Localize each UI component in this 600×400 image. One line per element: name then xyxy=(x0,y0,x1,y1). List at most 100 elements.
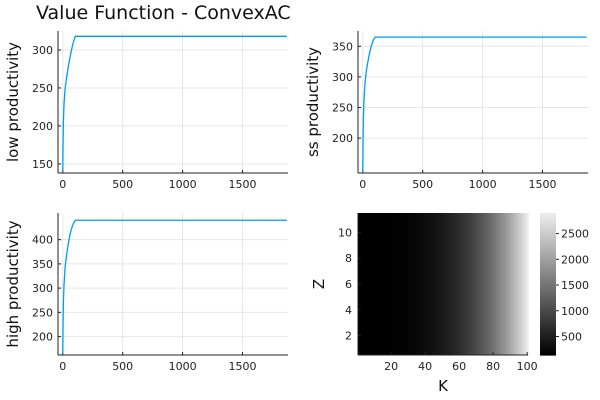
y-tick-label: 200 xyxy=(32,331,53,344)
heatmap-cell xyxy=(446,213,449,355)
heatmap-cell xyxy=(460,213,463,355)
colorbar-segment xyxy=(540,302,556,306)
y-tick-label: 200 xyxy=(332,132,353,145)
heatmap-cell xyxy=(395,213,398,355)
colorbar-segment xyxy=(540,281,556,285)
y-tick-label: 4 xyxy=(345,304,352,317)
colorbar-segment xyxy=(540,352,556,356)
y-tick-label: 350 xyxy=(32,258,53,271)
colorbar-segment xyxy=(540,324,556,328)
colorbar-segment xyxy=(540,300,556,304)
heatmap-cell xyxy=(386,213,390,355)
y-tick-label: 350 xyxy=(332,40,353,53)
heatmap-cell xyxy=(390,213,393,355)
heatmap-cell xyxy=(482,213,485,355)
heatmap-cell xyxy=(483,213,487,355)
y-axis-label: ss productivity xyxy=(304,47,322,157)
heatmap-cell xyxy=(378,213,381,355)
colorbar-segment xyxy=(540,246,556,250)
heatmap-cell xyxy=(409,213,412,355)
colorbar-segment xyxy=(540,279,556,283)
heatmap-cell xyxy=(516,213,519,355)
colorbar-segment xyxy=(540,319,556,323)
colorbar-segment xyxy=(540,333,556,337)
plots: 0 500 1000 1500 150 200 250 300 low productivity… xyxy=(4,31,589,395)
heatmap-cell xyxy=(376,213,379,355)
colorbar-segment xyxy=(540,340,556,344)
heatmap-cell xyxy=(434,213,437,355)
heatmap-cell xyxy=(383,213,386,355)
y-tick-label: 300 xyxy=(32,44,53,57)
colorbar-segment xyxy=(540,310,556,313)
heatmap-cell xyxy=(424,213,427,355)
heatmap-cell xyxy=(415,213,419,355)
colorbar-segment xyxy=(540,253,556,257)
heatmap-cell xyxy=(456,213,459,355)
heatmap-cell xyxy=(402,213,405,355)
x-tick-label: 1500 xyxy=(228,360,256,373)
heatmap-cell xyxy=(463,213,466,355)
series-line-1 xyxy=(62,219,287,354)
x-tick-label: 40 xyxy=(418,360,432,373)
colorbar-segment xyxy=(540,239,556,242)
y-tick-label: 250 xyxy=(32,306,53,319)
heatmap-cell xyxy=(427,213,430,355)
heatmap-cell xyxy=(407,213,410,355)
colorbar-segment xyxy=(540,288,556,292)
colorbar-segment xyxy=(540,227,556,231)
x-tick-label: 500 xyxy=(112,360,133,373)
heatmap-cell xyxy=(432,213,436,355)
x-tick-label: 1000 xyxy=(169,360,197,373)
heatmap-cell xyxy=(373,213,376,355)
colorbar-segment xyxy=(540,250,556,254)
heatmap-cell xyxy=(444,213,447,355)
series-line-1 xyxy=(362,36,587,172)
colorbar-segment xyxy=(540,350,556,354)
colorbar-segment xyxy=(540,236,556,240)
heatmap-cell xyxy=(405,213,408,355)
colorbar-segment xyxy=(540,314,556,318)
x-tick-label: 0 xyxy=(59,178,66,191)
x-tick-label: 1000 xyxy=(169,178,197,191)
heatmap-cell xyxy=(451,213,454,355)
y-tick-label: 150 xyxy=(32,158,53,171)
colorbar-segment xyxy=(540,220,556,224)
x-tick-label: 80 xyxy=(486,360,500,373)
x-tick-label: 0 xyxy=(359,178,366,191)
colorbar-segment xyxy=(540,265,556,269)
heatmap-cell xyxy=(426,213,429,355)
heatmap-cell xyxy=(431,213,434,355)
colorbar-segment xyxy=(540,248,556,252)
series-line-1 xyxy=(62,35,287,172)
heatmap-cell xyxy=(473,213,476,355)
subplot-2: 0 500 1000 1500 200 250 300 350 ss productivity xyxy=(304,31,588,191)
heatmap-cell xyxy=(480,213,483,355)
heatmap-cell xyxy=(487,213,490,355)
x-tick-label: 500 xyxy=(112,178,133,191)
heatmap-cell xyxy=(422,213,425,355)
colorbar-segment xyxy=(540,255,556,259)
heatmap-cell xyxy=(398,213,402,355)
x-tick-label: 500 xyxy=(412,178,433,191)
heatmap-cell xyxy=(443,213,446,355)
y-tick-label: 10 xyxy=(338,226,352,239)
heatmap-cell xyxy=(517,213,521,355)
colorbar-segment xyxy=(540,224,556,228)
figure-title: Value Function - ConvexAC xyxy=(36,2,291,24)
heatmap-cell xyxy=(437,213,441,355)
subplot-1: 0 500 1000 1500 150 200 250 300 low productivity xyxy=(4,31,288,191)
heatmap-cell xyxy=(429,213,432,355)
colorbar-segment xyxy=(540,291,556,295)
y-tick-label: 6 xyxy=(345,278,352,291)
heatmap-cell xyxy=(492,213,495,355)
colorbar-segment xyxy=(540,272,556,276)
colorbar-segment xyxy=(540,331,556,335)
subplot-4: 20 40 60 80 100 2 4 6 8 10 K Z 500 1000 1500 2000 2500 xyxy=(310,213,589,395)
colorbar-segment xyxy=(540,343,556,347)
y-axis-label: low productivity xyxy=(4,42,22,162)
heatmap-cell xyxy=(439,213,442,355)
heatmap-cell xyxy=(522,213,526,355)
colorbar-segment xyxy=(540,217,556,221)
heatmap-cell xyxy=(500,213,504,355)
